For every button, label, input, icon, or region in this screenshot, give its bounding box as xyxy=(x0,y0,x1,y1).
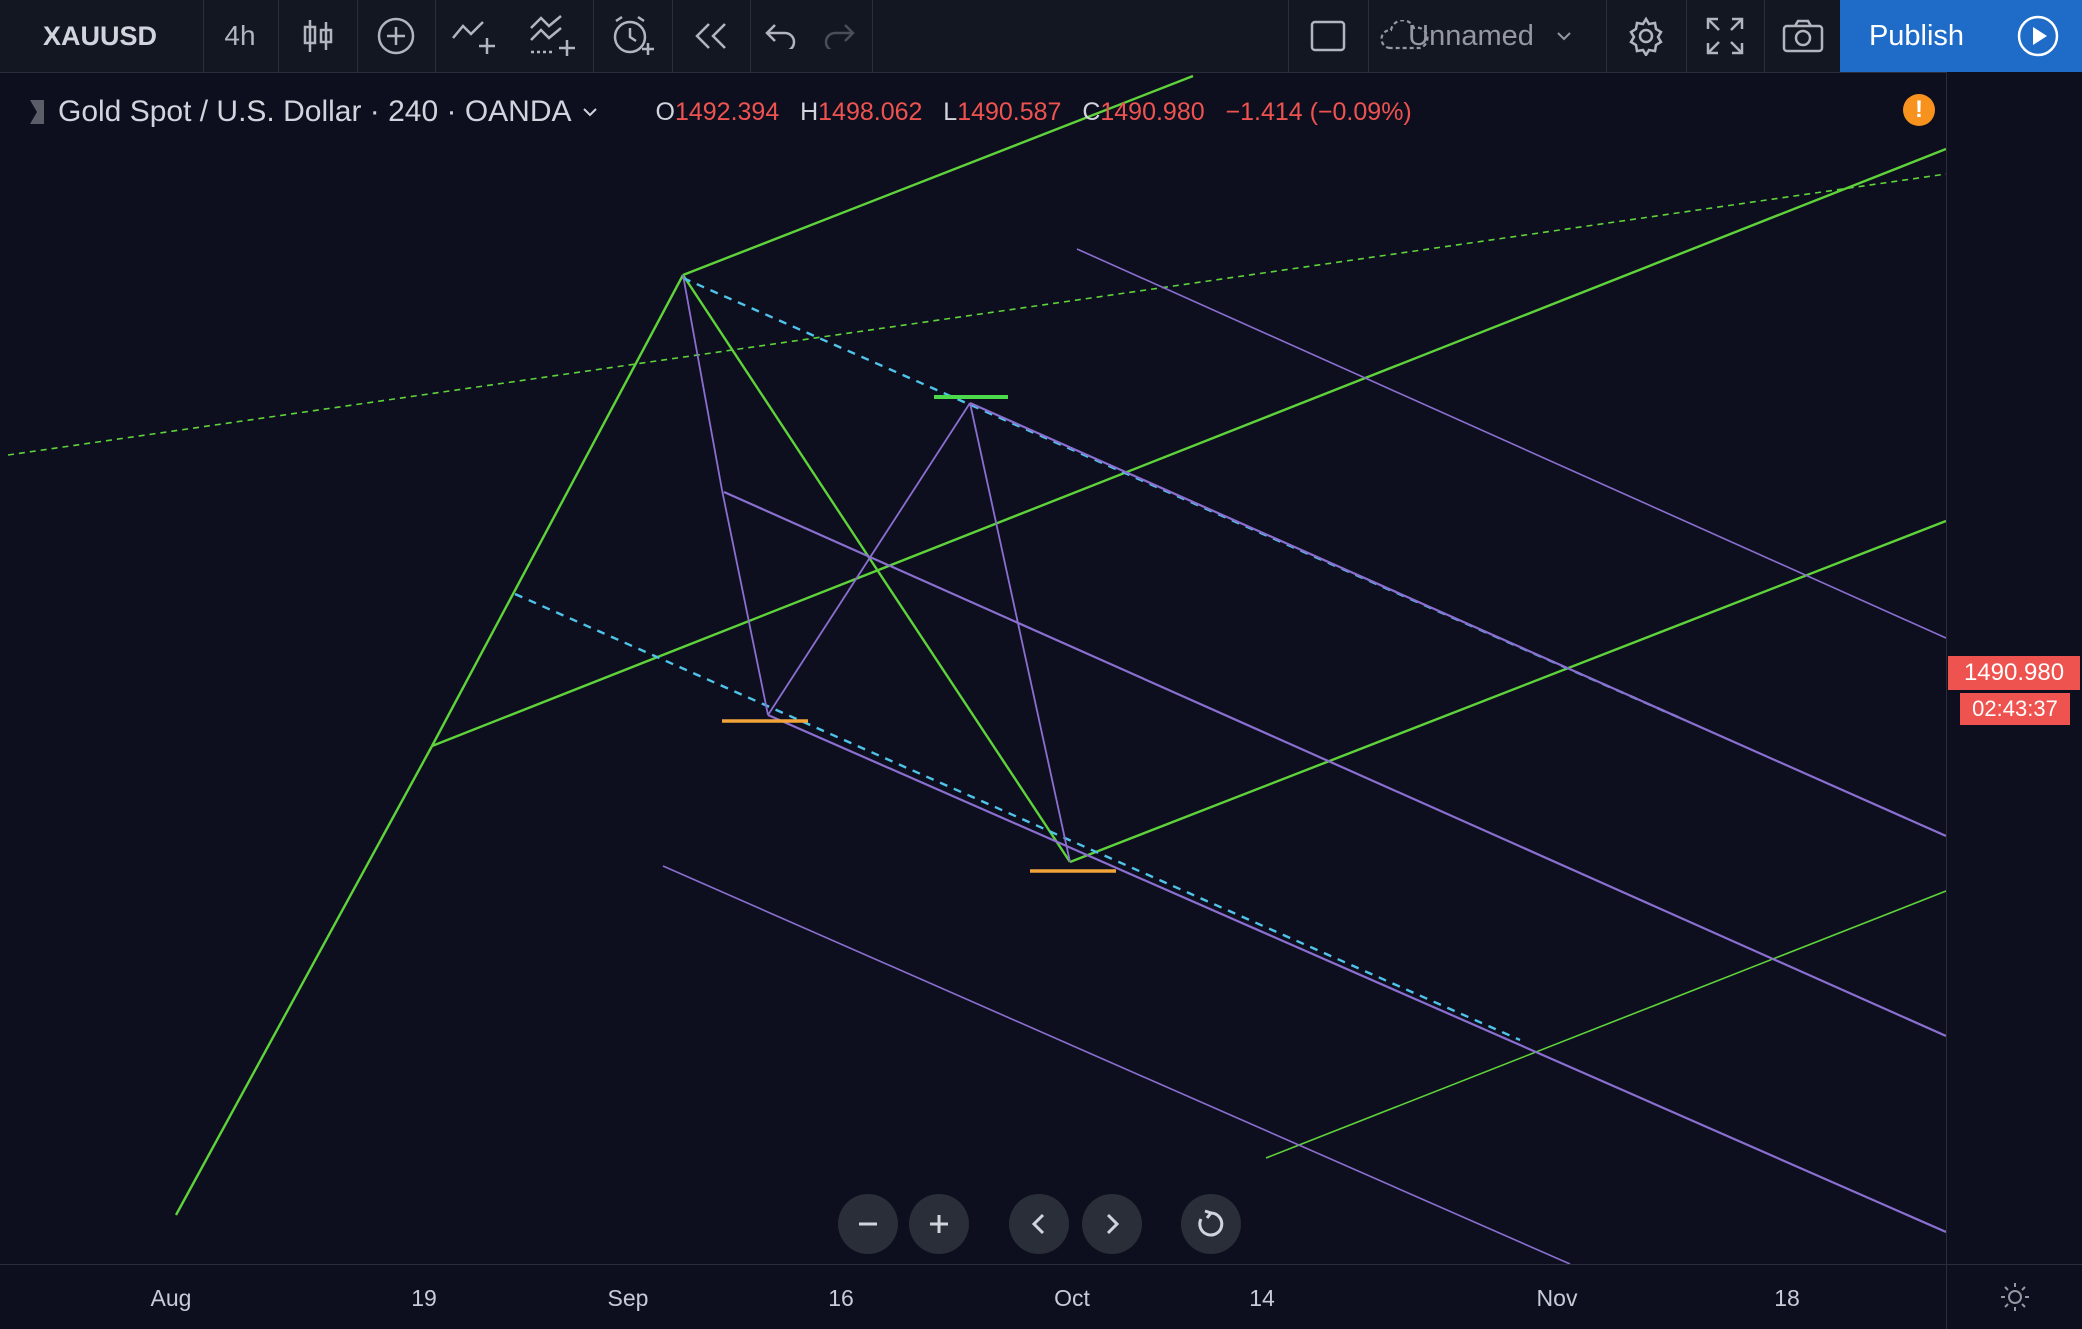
layout-name[interactable]: Unnamed xyxy=(1380,0,1600,72)
channel-line xyxy=(969,401,1946,838)
candles-icon[interactable] xyxy=(280,0,355,72)
chevron-down-icon xyxy=(1557,32,1571,41)
reset-chart-button[interactable] xyxy=(1181,1194,1241,1254)
time-tick: 14 xyxy=(1249,1285,1275,1311)
time-tick: Nov xyxy=(1536,1285,1578,1311)
wave-purple xyxy=(969,402,1071,863)
settings-icon[interactable] xyxy=(1608,0,1684,72)
play-icon[interactable] xyxy=(1993,0,2082,72)
time-axis[interactable] xyxy=(0,1264,1946,1329)
trend-line-dotted xyxy=(7,173,1946,456)
channel-line xyxy=(1076,248,1946,639)
zoom-out-button[interactable] xyxy=(838,1194,898,1254)
alert-icon[interactable] xyxy=(595,0,670,72)
wave-line xyxy=(174,745,434,1216)
channel-dashed-lower xyxy=(514,592,1521,1042)
layout-icon[interactable] xyxy=(1290,0,1366,72)
time-tick: 19 xyxy=(411,1285,437,1311)
channel-line xyxy=(662,865,1571,1264)
redo-icon[interactable] xyxy=(810,0,868,72)
time-tick: 16 xyxy=(828,1285,854,1311)
channel-line xyxy=(767,713,1946,1234)
last-price-label: 1490.980 xyxy=(1948,656,2080,690)
cloud-icon[interactable] xyxy=(1376,0,1434,72)
warning-icon[interactable]: ! xyxy=(1903,94,1935,126)
templates-icon[interactable] xyxy=(515,0,590,72)
interval-button[interactable]: 4h xyxy=(224,20,256,51)
pitchfork-lower-line xyxy=(1069,519,1946,864)
bar-countdown-label: 02:43:37 xyxy=(1960,693,2070,725)
legend-c-label: C xyxy=(1082,97,1101,126)
legend-h-value: 1498.062 xyxy=(818,97,923,126)
wave-line xyxy=(868,558,1072,863)
legend-o-label: O xyxy=(655,97,675,126)
series-legend: Gold Spot / U.S. Dollar · 240 · OANDA O1… xyxy=(30,92,1412,132)
wave-line xyxy=(430,274,685,747)
reset-icon xyxy=(1198,1209,1224,1237)
wave-purple xyxy=(721,489,769,716)
legend-ohlc: O1492.394 H1498.062 L1490.587 C1490.980 … xyxy=(656,98,1412,127)
legend-symbol-icon[interactable] xyxy=(30,100,44,124)
time-tick: Sep xyxy=(607,1285,649,1311)
wave-line xyxy=(681,274,872,560)
chevron-down-icon xyxy=(582,108,597,117)
minus-icon xyxy=(859,1222,877,1226)
layout-name-label: Unnamed xyxy=(1408,19,1534,52)
symbol-search[interactable]: XAUUSD xyxy=(42,20,157,51)
pitchfork-median-line xyxy=(431,147,1946,748)
chevron-right-icon xyxy=(1106,1213,1120,1235)
fullscreen-icon[interactable] xyxy=(1688,0,1762,72)
legend-h-label: H xyxy=(800,97,819,126)
price-chart[interactable] xyxy=(0,72,1946,1264)
time-tick: 18 xyxy=(1774,1285,1800,1311)
camera-icon[interactable] xyxy=(1766,0,1840,72)
chevron-left-icon xyxy=(1031,1213,1045,1235)
replay-icon[interactable] xyxy=(673,0,748,72)
compare-icon[interactable] xyxy=(437,0,512,72)
wave-purple xyxy=(682,274,723,491)
axis-settings-corner[interactable] xyxy=(1946,1264,2082,1329)
scroll-right-button[interactable] xyxy=(1082,1194,1142,1254)
legend-l-label: L xyxy=(943,97,958,126)
legend-o-value: 1492.394 xyxy=(674,97,780,126)
legend-change: −1.414 (−0.09%) xyxy=(1225,97,1412,126)
parallel-line xyxy=(1265,890,1946,1159)
legend-title[interactable]: Gold Spot / U.S. Dollar · 240 · OANDA xyxy=(58,95,572,128)
add-indicator-icon[interactable] xyxy=(358,0,433,72)
scroll-left-button[interactable] xyxy=(1009,1194,1069,1254)
legend-c-value: 1490.980 xyxy=(1100,97,1205,126)
zoom-in-button[interactable] xyxy=(909,1194,969,1254)
wave-purple xyxy=(767,402,971,716)
channel-line xyxy=(723,490,1946,1038)
sun-icon xyxy=(2001,1283,2029,1311)
publish-button[interactable]: Publish xyxy=(1840,0,1993,72)
time-tick: Aug xyxy=(150,1285,192,1311)
pitchfork-upper-line xyxy=(682,74,1194,277)
time-tick: Oct xyxy=(1054,1285,1090,1311)
top-toolbar: XAUUSD 4h Unnamed xyxy=(0,0,2082,73)
undo-icon[interactable] xyxy=(752,0,810,72)
legend-l-value: 1490.587 xyxy=(957,97,1062,126)
plus-icon xyxy=(930,1215,948,1233)
